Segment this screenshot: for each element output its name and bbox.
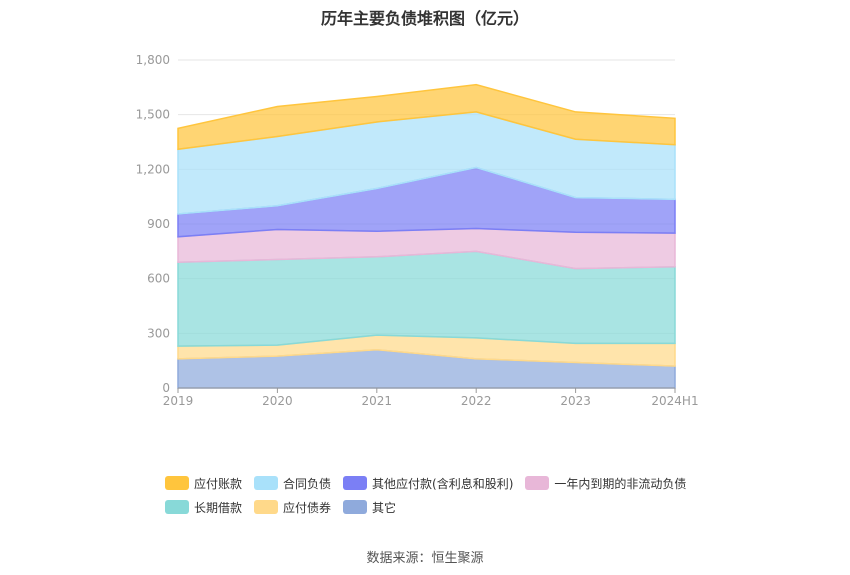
legend-item[interactable]: 长期借款 [165, 496, 242, 518]
legend-item[interactable]: 应付账款 [165, 472, 242, 494]
legend-item[interactable]: 其它 [343, 496, 396, 518]
legend-row: 应付账款 合同负债 其他应付款(含利息和股利) 一年内到期的非流动负债 [165, 472, 705, 494]
legend-swatch [254, 476, 279, 490]
x-tick-label: 2019 [163, 394, 194, 408]
legend-label: 其它 [372, 500, 397, 515]
legend-swatch [343, 476, 368, 490]
x-tick-label: 2024H1 [651, 394, 698, 408]
legend-label: 长期借款 [194, 500, 243, 515]
y-tick-label: 900 [147, 217, 170, 231]
legend-swatch [525, 476, 550, 490]
chart-legend: 应付账款 合同负债 其他应付款(含利息和股利) 一年内到期的非流动负债长期借款 应付债券… [165, 472, 705, 520]
area-series [177, 83, 676, 151]
legend-label: 应付账款 [194, 476, 243, 491]
y-tick-label: 1,200 [136, 162, 170, 176]
legend-label: 应付债券 [283, 500, 332, 515]
legend-swatch [254, 500, 279, 514]
stacked-area-chart: 0 300 600 900 1,200 1,500 1,800 2019 2020 2021 202… [136, 53, 699, 408]
data-source: 数据来源：恒生聚源 [366, 551, 484, 566]
chart-title: 历年主要负债堆积图（亿元） [320, 9, 529, 28]
legend-item[interactable]: 一年内到期的非流动负债 [525, 472, 686, 494]
legend-swatch [165, 500, 189, 514]
legend-label: 一年内到期的非流动负债 [554, 476, 687, 491]
legend-label: 其他应付款(含利息和股利) [372, 476, 514, 491]
x-tick-label: 2022 [461, 394, 492, 408]
y-tick-label: 0 [162, 381, 170, 395]
legend-item[interactable]: 合同负债 [254, 472, 331, 494]
y-tick-label: 300 [147, 326, 170, 340]
legend-label: 合同负债 [283, 476, 332, 491]
legend-item[interactable]: 应付债券 [254, 496, 331, 518]
legend-swatch [343, 500, 368, 514]
y-tick-label: 1,500 [136, 108, 170, 122]
legend-row: 长期借款 应付债券 其它 [165, 496, 705, 518]
legend-item[interactable]: 其他应付款(含利息和股利) [343, 472, 513, 494]
y-tick-label: 600 [147, 272, 170, 286]
x-tick-label: 2021 [362, 394, 393, 408]
x-tick-label: 2023 [560, 394, 591, 408]
y-tick-label: 1,800 [136, 53, 170, 67]
legend-swatch [165, 476, 189, 490]
x-tick-label: 2020 [262, 394, 293, 408]
